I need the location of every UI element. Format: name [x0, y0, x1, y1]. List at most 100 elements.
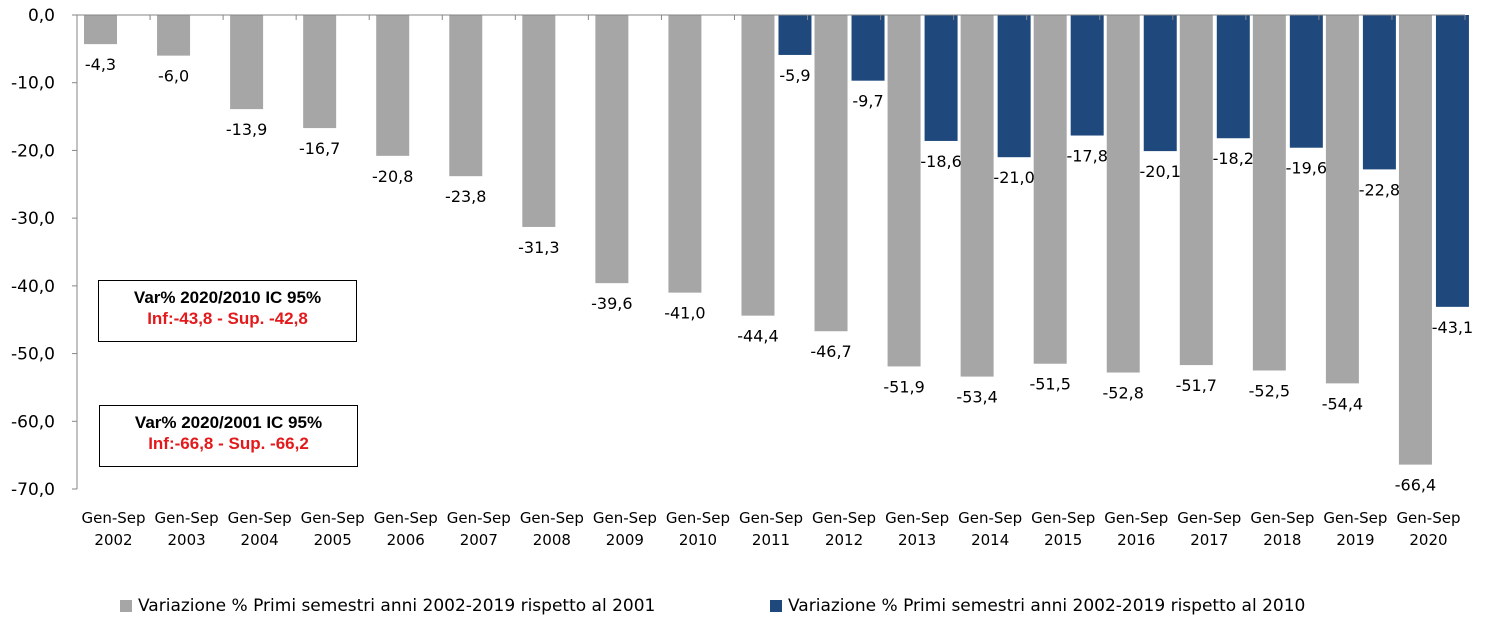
bar-vs-2010 [1070, 15, 1104, 136]
data-label: -51,5 [1029, 375, 1070, 394]
data-label: -39,6 [591, 294, 632, 313]
x-tick-label: 2016 [1117, 531, 1155, 549]
x-tick-label: 2009 [606, 531, 644, 549]
data-label: -54,4 [1322, 394, 1363, 413]
data-label: -53,4 [956, 388, 997, 407]
data-label: -51,7 [1176, 376, 1217, 395]
ci-annotation-range: Inf:-43,8 - Sup. -42,8 [147, 309, 308, 328]
x-tick-label: Gen-Sep [666, 509, 730, 527]
legend-item-2001: Variazione % Primi semestri anni 2002-20… [120, 596, 655, 616]
bar-vs-2001 [1179, 15, 1213, 366]
data-label: -9,7 [852, 92, 883, 111]
x-tick-label: 2010 [679, 531, 717, 549]
x-tick-label: Gen-Sep [82, 509, 146, 527]
bar-vs-2001 [741, 15, 775, 316]
x-tick-label: Gen-Sep [885, 509, 949, 527]
data-label: -23,8 [445, 187, 486, 206]
data-label: -22,8 [1359, 180, 1400, 199]
legend-label: Variazione % Primi semestri anni 2002-20… [788, 596, 1306, 616]
bar-vs-2001 [1106, 15, 1140, 373]
x-tick-label: Gen-Sep [228, 509, 292, 527]
x-tick-label: 2003 [167, 531, 205, 549]
data-label: -44,4 [737, 327, 778, 346]
data-label: -16,7 [299, 139, 340, 158]
data-label: -52,5 [1249, 382, 1290, 401]
ci-annotation-2020-2001: Var% 2020/2001 IC 95% Inf:-66,8 - Sup. -… [99, 405, 358, 467]
ci-annotation-range: Inf:-66,8 - Sup. -66,2 [148, 434, 309, 453]
data-label: -6,0 [158, 67, 189, 86]
y-tick-label: -40,0 [11, 277, 55, 297]
y-tick-label: -10,0 [11, 74, 55, 94]
x-tick-label: Gen-Sep [1250, 509, 1314, 527]
data-labels-group: -4,3 -6,0 -13,9 -16,7 -20,8 -23,8 -31,3 -39,6 -4… [85, 55, 1473, 495]
y-tick-label: -60,0 [11, 412, 55, 432]
y-tick-label: -30,0 [11, 209, 55, 229]
x-tick-label: 2015 [1044, 531, 1082, 549]
x-tick-label: Gen-Sep [520, 509, 584, 527]
bar-vs-2001 [230, 15, 264, 110]
bar-vs-2001 [1033, 15, 1067, 364]
x-tick-label: Gen-Sep [1323, 509, 1387, 527]
x-tick-label: 2006 [387, 531, 425, 549]
bar-vs-2001 [960, 15, 994, 377]
data-label: -52,8 [1103, 384, 1144, 403]
x-tick-label: Gen-Sep [593, 509, 657, 527]
bar-vs-2001 [814, 15, 848, 332]
data-label: -18,6 [920, 152, 961, 171]
bar-vs-2001 [1398, 15, 1432, 465]
x-tick-label: Gen-Sep [812, 509, 876, 527]
x-tick-label: 2008 [533, 531, 571, 549]
ci-annotation-title: Var% 2020/2010 IC 95% [133, 288, 322, 307]
bar-vs-2001 [668, 15, 702, 293]
x-tick-label: Gen-Sep [374, 509, 438, 527]
bar-vs-2001 [595, 15, 629, 284]
data-label: -66,4 [1395, 476, 1436, 495]
x-tick-label: 2012 [825, 531, 863, 549]
x-tick-label: 2020 [1409, 531, 1447, 549]
x-tick-label: Gen-Sep [1104, 509, 1168, 527]
bar-vs-2010 [1289, 15, 1323, 148]
data-label: -18,2 [1213, 149, 1254, 168]
bar-vs-2010 [778, 15, 812, 55]
bar-vs-2001 [303, 15, 337, 129]
x-tick-label: Gen-Sep [447, 509, 511, 527]
bar-vs-2001 [1252, 15, 1286, 371]
data-label: -51,9 [883, 377, 924, 396]
bar-vs-2010 [851, 15, 885, 81]
data-label: -13,9 [226, 120, 267, 139]
x-tick-label: 2019 [1336, 531, 1374, 549]
data-label: -17,8 [1066, 147, 1107, 166]
data-label: -21,0 [993, 168, 1034, 187]
data-label: -46,7 [810, 342, 851, 361]
data-label: -43,1 [1432, 318, 1473, 337]
x-tick-label: 2004 [241, 531, 279, 549]
y-tick-label: -70,0 [11, 480, 55, 500]
data-label: -31,3 [518, 238, 559, 257]
x-tick-label: 2013 [898, 531, 936, 549]
bar-vs-2001 [449, 15, 483, 177]
bar-chart: 0,0 -10,0 -20,0 -30,0 -40,0 -50,0 -60,0 -70,0 Ge… [11, 6, 1473, 549]
y-tick-label: -20,0 [11, 141, 55, 161]
legend-label: Variazione % Primi semestri anni 2002-20… [138, 596, 656, 616]
x-tick-label: 2014 [971, 531, 1009, 549]
x-tick-label: Gen-Sep [1031, 509, 1095, 527]
x-tick-label: Gen-Sep [1396, 509, 1460, 527]
x-tick-label: Gen-Sep [739, 509, 803, 527]
data-label: -41,0 [664, 304, 705, 323]
x-tick-label: Gen-Sep [1177, 509, 1241, 527]
bar-vs-2010 [1216, 15, 1250, 139]
bar-vs-2010 [1143, 15, 1177, 152]
bar-vs-2001 [887, 15, 921, 367]
y-tick-label: -50,0 [11, 345, 55, 365]
bar-vs-2001 [84, 15, 117, 45]
x-tick-label: Gen-Sep [958, 509, 1022, 527]
data-label: -20,1 [1140, 162, 1181, 181]
x-tick-label: 2011 [752, 531, 790, 549]
bar-vs-2001 [376, 15, 410, 156]
bar-vs-2010 [997, 15, 1031, 158]
axes-group: 0,0 -10,0 -20,0 -30,0 -40,0 -50,0 -60,0 -70,0 Ge… [11, 6, 1466, 549]
x-tick-label: 2017 [1190, 531, 1228, 549]
ci-annotation-2020-2010: Var% 2020/2010 IC 95% Inf:-43,8 - Sup. -… [98, 280, 357, 342]
x-tick-label: 2007 [460, 531, 498, 549]
data-label: -20,8 [372, 167, 413, 186]
